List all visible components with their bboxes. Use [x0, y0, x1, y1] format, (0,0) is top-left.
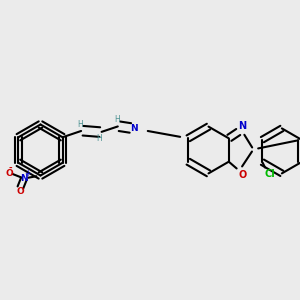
Text: O: O: [238, 169, 246, 180]
Text: H: H: [96, 134, 102, 143]
Text: +: +: [24, 169, 31, 178]
Text: -: -: [8, 164, 12, 173]
Text: N: N: [130, 124, 138, 133]
Text: N: N: [20, 174, 28, 183]
Text: H: H: [77, 120, 82, 129]
Text: O: O: [5, 169, 13, 178]
Text: N: N: [238, 121, 247, 131]
Text: Cl: Cl: [265, 169, 275, 178]
Text: H: H: [114, 115, 120, 124]
Text: O: O: [16, 187, 24, 196]
